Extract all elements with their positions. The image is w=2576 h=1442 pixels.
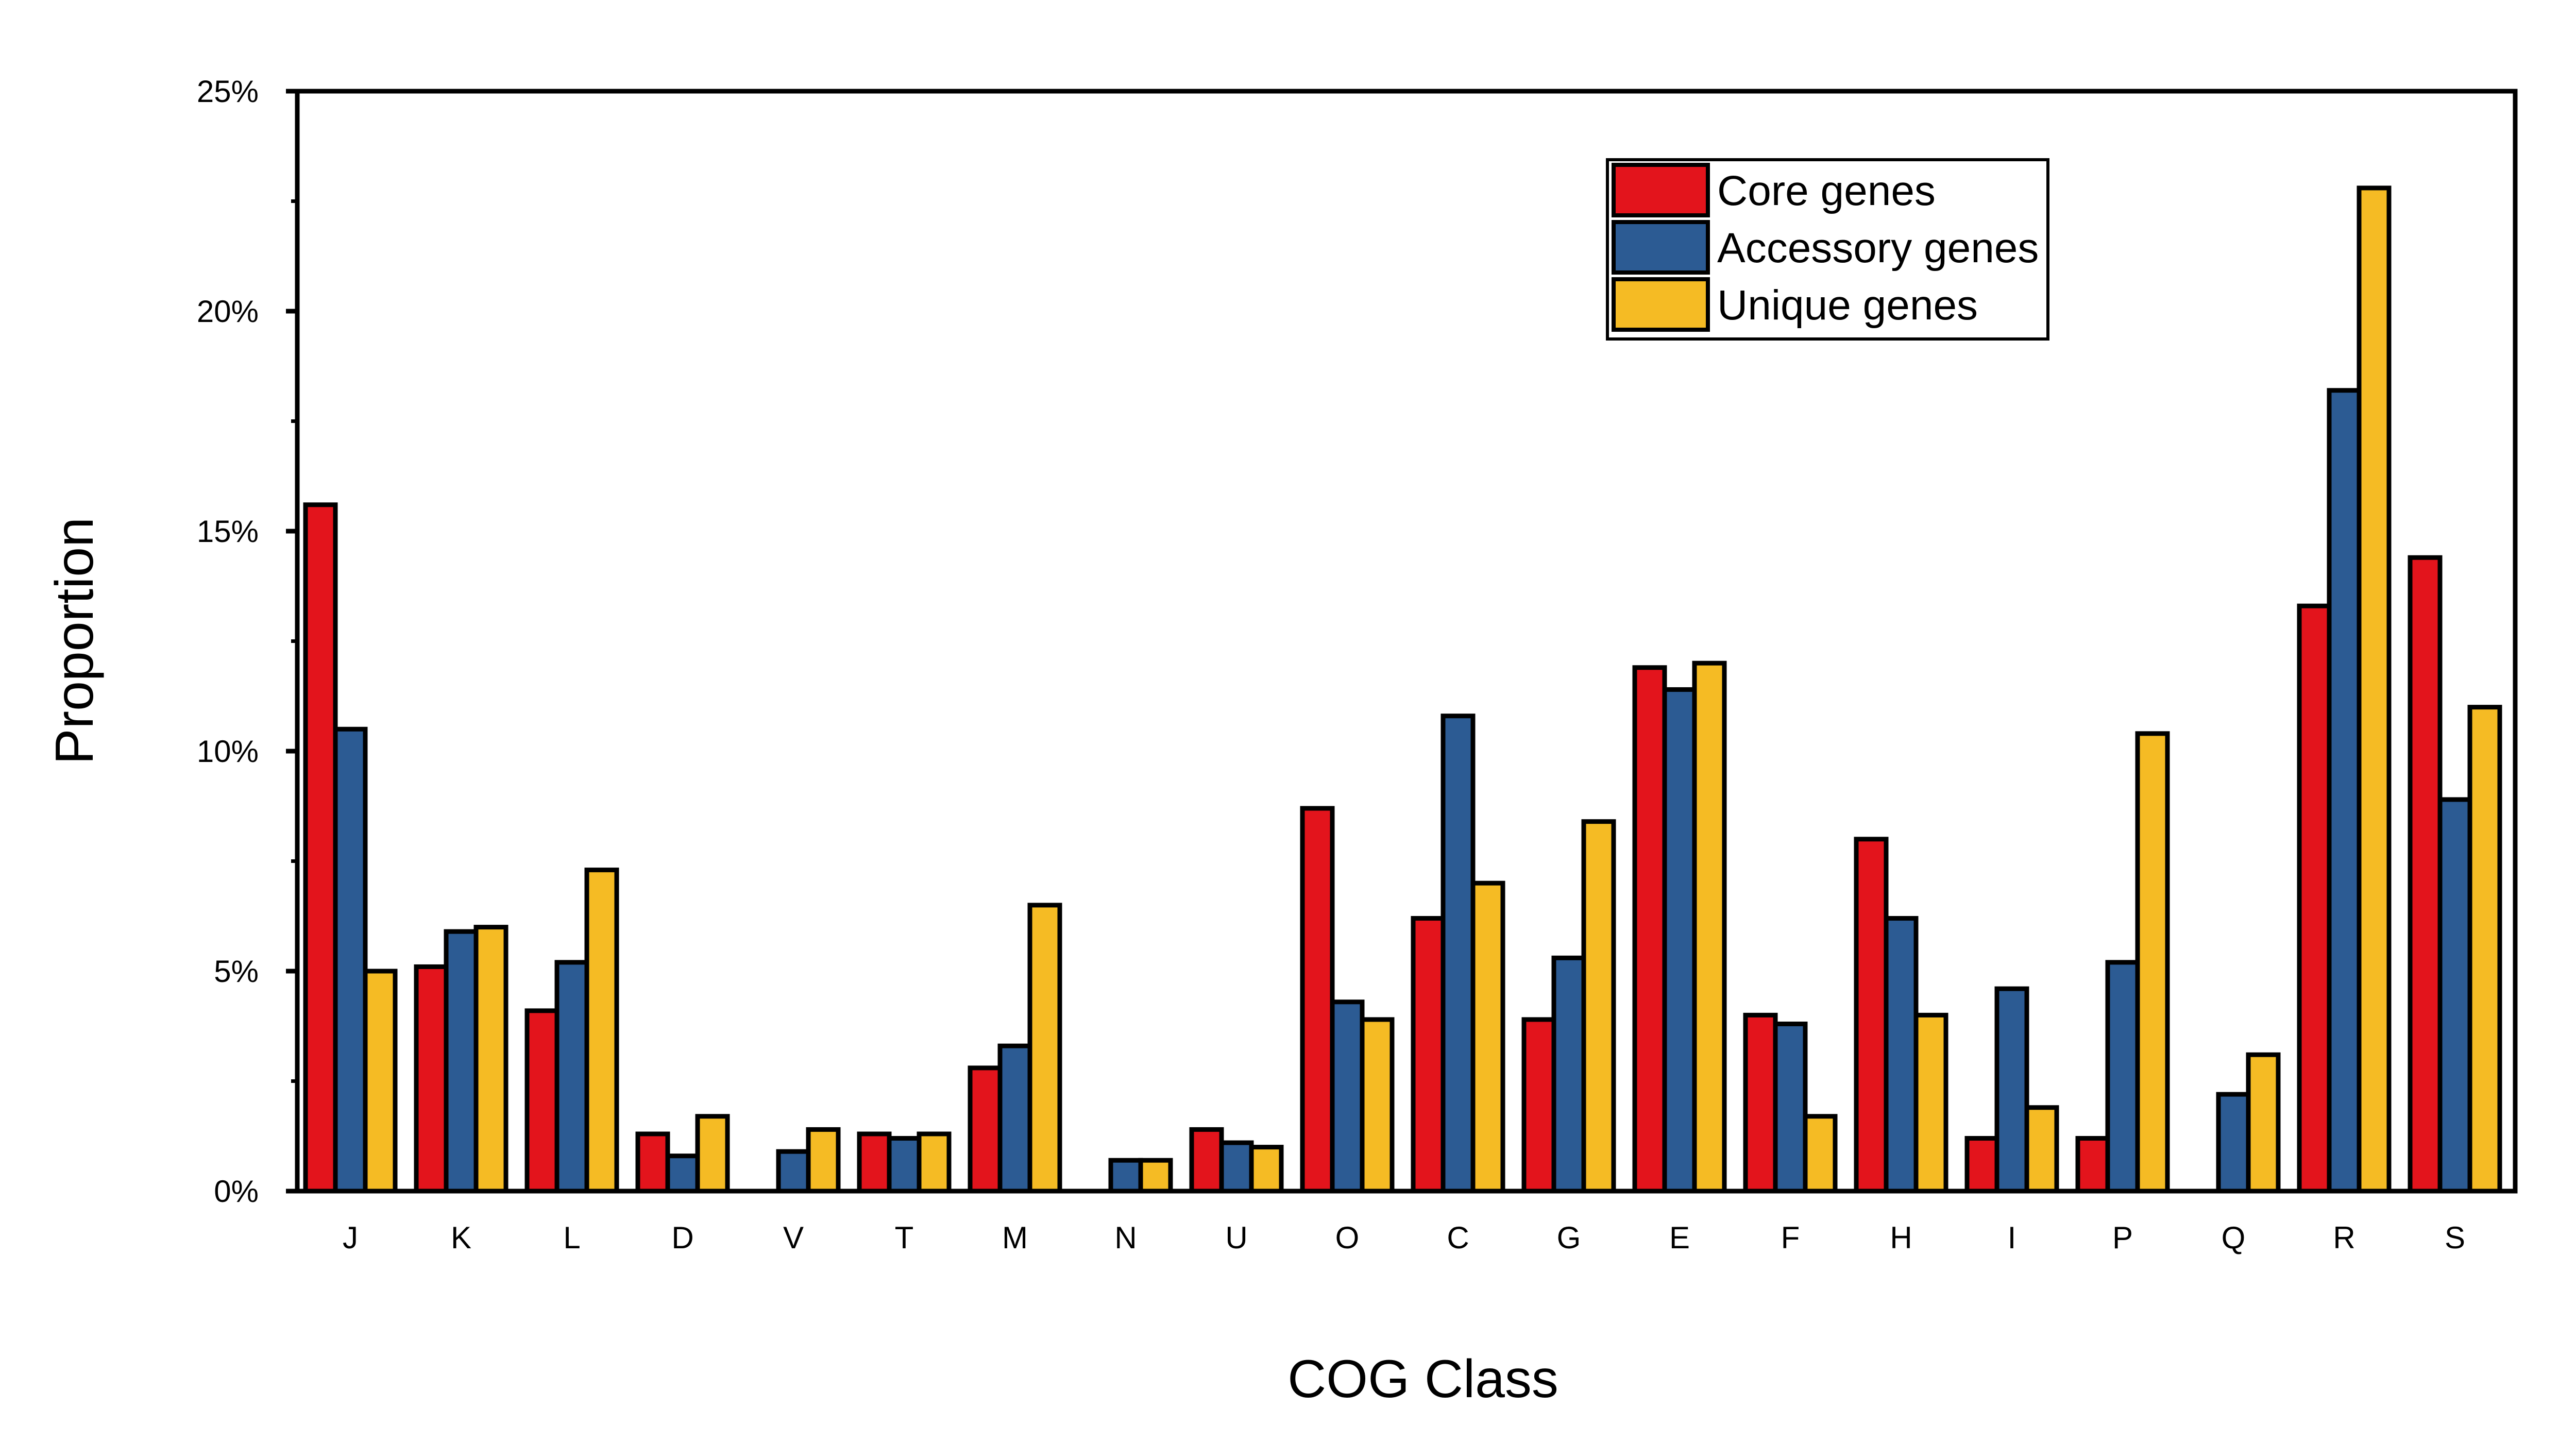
bar-E-core-genes (1632, 665, 1667, 1194)
bar-D-unique-genes (695, 1114, 730, 1194)
bar-S-unique-genes (2467, 705, 2502, 1194)
y-tick-label: 0% (214, 1174, 259, 1209)
bar-D-core-genes (635, 1131, 670, 1194)
bar-H-accessory-genes (1884, 916, 1919, 1194)
bar-R-accessory-genes (2327, 388, 2362, 1194)
x-tick-label: O (1335, 1220, 1360, 1255)
bar-S-core-genes (2408, 555, 2443, 1194)
bar-S-accessory-genes (2437, 797, 2472, 1194)
bar-G-core-genes (1521, 1017, 1556, 1194)
bar-G-unique-genes (1581, 819, 1616, 1194)
bar-C-accessory-genes (1440, 714, 1476, 1194)
bar-H-core-genes (1854, 837, 1889, 1194)
bar-M-core-genes (968, 1065, 1003, 1194)
bar-U-accessory-genes (1219, 1140, 1254, 1194)
bar-N-unique-genes (1138, 1158, 1173, 1194)
x-tick-label: S (2445, 1220, 2465, 1255)
y-tick-label: 25% (197, 74, 259, 109)
bar-Q-accessory-genes (2216, 1092, 2251, 1194)
x-tick-label: M (1002, 1220, 1028, 1255)
y-tick-label: 15% (197, 514, 259, 549)
x-tick-label: K (451, 1220, 471, 1255)
bar-T-unique-genes (917, 1131, 952, 1194)
bar-L-accessory-genes (554, 960, 589, 1194)
bar-C-core-genes (1411, 916, 1446, 1194)
x-tick-label: G (1557, 1220, 1581, 1255)
bar-T-core-genes (857, 1131, 892, 1194)
bar-P-unique-genes (2135, 731, 2170, 1194)
bar-E-accessory-genes (1662, 687, 1697, 1194)
bar-L-core-genes (524, 1008, 560, 1194)
legend: Core genes Accessory genes Unique genes (1606, 158, 2049, 341)
bar-T-accessory-genes (887, 1136, 922, 1194)
bar-P-core-genes (2075, 1136, 2110, 1194)
x-tick-label: H (1890, 1220, 1912, 1255)
bar-Q-unique-genes (2246, 1052, 2281, 1194)
x-axis-title: COG Class (1287, 1349, 1558, 1409)
x-tick-label: V (783, 1220, 804, 1255)
bar-U-unique-genes (1249, 1145, 1284, 1194)
legend-swatch (1612, 277, 1710, 332)
y-tick-label: 20% (197, 294, 259, 329)
bar-H-unique-genes (1913, 1012, 1948, 1194)
x-tick-label: D (671, 1220, 693, 1255)
x-tick-label: Q (2222, 1220, 2246, 1255)
bars-layer (303, 185, 2502, 1194)
bar-L-unique-genes (584, 868, 619, 1194)
bar-V-accessory-genes (776, 1149, 811, 1194)
y-tick-label: 10% (197, 734, 259, 769)
legend-label: Core genes (1717, 167, 1936, 214)
bar-I-accessory-genes (1994, 986, 2029, 1194)
bar-O-accessory-genes (1330, 999, 1365, 1194)
bar-P-accessory-genes (2105, 960, 2140, 1194)
bar-U-core-genes (1189, 1127, 1224, 1194)
plot-frame (295, 89, 2518, 1194)
x-tick-label: I (2008, 1220, 2016, 1255)
bar-K-core-genes (414, 964, 449, 1194)
x-tick-label: J (343, 1220, 358, 1255)
bar-K-unique-genes (473, 925, 509, 1194)
x-tick-label: E (1669, 1220, 1690, 1255)
legend-label: Accessory genes (1717, 225, 2039, 272)
bar-F-accessory-genes (1773, 1021, 1808, 1194)
y-axis-title: Proportion (45, 517, 105, 765)
bar-G-accessory-genes (1551, 955, 1586, 1194)
x-tick-label: F (1781, 1220, 1800, 1255)
bar-N-accessory-genes (1108, 1158, 1143, 1194)
bar-O-core-genes (1300, 806, 1335, 1194)
bar-I-unique-genes (2024, 1105, 2059, 1194)
bar-E-unique-genes (1692, 660, 1727, 1194)
bar-M-accessory-genes (997, 1043, 1032, 1194)
bar-V-unique-genes (806, 1127, 841, 1194)
bar-R-unique-genes (2357, 185, 2392, 1194)
bar-J-unique-genes (363, 969, 398, 1194)
x-tick-label: C (1447, 1220, 1469, 1255)
legend-swatch (1612, 220, 1710, 275)
bar-D-accessory-genes (665, 1153, 700, 1194)
y-tick-label: 5% (214, 954, 259, 989)
bar-K-accessory-genes (444, 929, 479, 1194)
x-tick-label: L (563, 1220, 580, 1255)
x-tick-label: T (895, 1220, 914, 1255)
bar-F-core-genes (1743, 1012, 1778, 1194)
bar-R-core-genes (2297, 603, 2332, 1194)
bar-O-unique-genes (1360, 1017, 1395, 1194)
x-tick-label: P (2112, 1220, 2133, 1255)
y-axis: 0% 5% 10% 15% 20% 25% (197, 74, 297, 1209)
legend-swatch (1612, 163, 1710, 217)
x-tick-label: U (1225, 1220, 1247, 1255)
x-tick-label: N (1114, 1220, 1137, 1255)
bar-I-core-genes (1964, 1136, 1999, 1194)
bar-J-accessory-genes (333, 726, 368, 1194)
bar-J-core-genes (303, 502, 338, 1194)
bar-F-unique-genes (1803, 1114, 1838, 1194)
legend-label: Unique genes (1717, 282, 1978, 329)
bar-C-unique-genes (1470, 880, 1505, 1194)
x-tick-label: R (2333, 1220, 2355, 1255)
bar-M-unique-genes (1027, 903, 1062, 1194)
